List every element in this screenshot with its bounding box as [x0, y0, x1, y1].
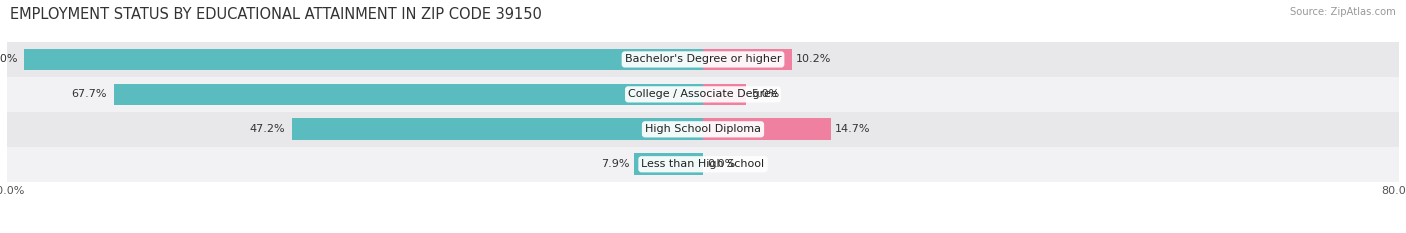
- Text: Less than High School: Less than High School: [641, 159, 765, 169]
- Text: 5.0%: 5.0%: [751, 89, 779, 99]
- Text: 7.9%: 7.9%: [602, 159, 630, 169]
- Bar: [7, 42, 1399, 77]
- Text: 47.2%: 47.2%: [250, 124, 285, 134]
- Bar: [703, 83, 747, 105]
- Text: 67.7%: 67.7%: [72, 89, 107, 99]
- Bar: [24, 49, 703, 70]
- Bar: [7, 77, 1399, 112]
- Bar: [703, 118, 831, 140]
- Bar: [7, 112, 1399, 147]
- Text: Bachelor's Degree or higher: Bachelor's Degree or higher: [624, 55, 782, 64]
- Text: 78.0%: 78.0%: [0, 55, 17, 64]
- Bar: [292, 118, 703, 140]
- Text: College / Associate Degree: College / Associate Degree: [628, 89, 778, 99]
- Text: 0.0%: 0.0%: [707, 159, 735, 169]
- Bar: [7, 147, 1399, 182]
- Text: 14.7%: 14.7%: [835, 124, 870, 134]
- Bar: [634, 153, 703, 175]
- Text: 10.2%: 10.2%: [796, 55, 831, 64]
- Bar: [114, 83, 703, 105]
- Text: High School Diploma: High School Diploma: [645, 124, 761, 134]
- Bar: [703, 49, 792, 70]
- Text: EMPLOYMENT STATUS BY EDUCATIONAL ATTAINMENT IN ZIP CODE 39150: EMPLOYMENT STATUS BY EDUCATIONAL ATTAINM…: [10, 7, 541, 22]
- Text: Source: ZipAtlas.com: Source: ZipAtlas.com: [1291, 7, 1396, 17]
